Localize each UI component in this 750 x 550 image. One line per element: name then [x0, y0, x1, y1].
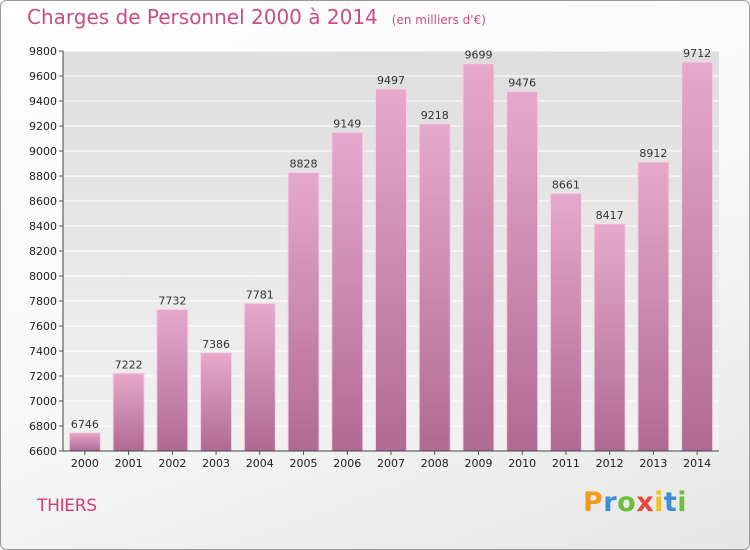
y-tick-label: 6800: [29, 420, 57, 433]
x-tick-label: 2013: [639, 457, 667, 470]
data-label: 8912: [639, 147, 667, 160]
y-tick-label: 9800: [29, 45, 57, 58]
bar: [287, 172, 320, 452]
data-label: 9497: [377, 74, 405, 87]
y-tick-label: 8800: [29, 170, 57, 183]
brand-logo: Proxiti: [583, 487, 687, 518]
bar: [112, 372, 145, 452]
chart-subtitle: (en milliers d'€): [391, 13, 486, 27]
y-tick-label: 9200: [29, 120, 57, 133]
data-label: 8661: [552, 178, 580, 191]
bar: [593, 223, 626, 452]
logo-letter: i: [677, 487, 688, 518]
data-label: 8828: [290, 158, 318, 171]
data-label: 8417: [596, 209, 624, 222]
data-label: 9712: [683, 47, 711, 60]
data-label: 6746: [71, 418, 99, 431]
chart-title-text: Charges de Personnel 2000 à 2014: [27, 5, 378, 29]
x-tick-label: 2011: [552, 457, 580, 470]
bar: [681, 61, 714, 452]
logo-letter: o: [617, 487, 637, 518]
x-tick-label: 2009: [464, 457, 492, 470]
bar: [331, 131, 364, 452]
x-tick-label: 2004: [246, 457, 274, 470]
y-tick-label: 6600: [29, 445, 57, 458]
y-tick-label: 7400: [29, 345, 57, 358]
data-label: 7386: [202, 338, 230, 351]
y-tick-label: 9400: [29, 95, 57, 108]
data-label: 9699: [464, 49, 492, 62]
y-tick-label: 8000: [29, 270, 57, 283]
bar: [375, 88, 407, 452]
x-tick-label: 2001: [115, 457, 143, 470]
data-label: 7781: [246, 288, 274, 301]
location-label: THIERS: [37, 496, 97, 516]
logo-letter: i: [654, 487, 664, 518]
x-tick-label: 2005: [290, 457, 318, 470]
bar: [243, 302, 276, 452]
data-label: 9476: [508, 77, 536, 90]
bar: [156, 309, 189, 452]
data-label: 9149: [333, 117, 361, 130]
x-tick-label: 2010: [508, 457, 536, 470]
bar: [418, 123, 451, 452]
data-label: 9218: [421, 109, 449, 122]
x-tick-label: 2002: [158, 457, 186, 470]
logo-letter: x: [636, 487, 655, 518]
bar: [637, 161, 670, 452]
logo-letter: P: [583, 487, 604, 518]
y-tick-label: 7600: [29, 320, 57, 333]
y-tick-label: 7200: [29, 370, 57, 383]
bar: [506, 91, 539, 452]
chart-title: Charges de Personnel 2000 à 2014 (en mill…: [27, 5, 486, 29]
logo-letter: t: [663, 487, 678, 518]
y-tick-label: 7000: [29, 395, 57, 408]
bar: [200, 352, 233, 452]
y-tick-label: 8200: [29, 245, 57, 258]
x-tick-label: 2012: [596, 457, 624, 470]
y-tick-label: 9000: [29, 145, 57, 158]
data-label: 7732: [158, 295, 186, 308]
x-tick-label: 2014: [683, 457, 711, 470]
x-tick-label: 2006: [333, 457, 361, 470]
y-tick-label: 8400: [29, 220, 57, 233]
y-tick-label: 7800: [29, 295, 57, 308]
x-tick-label: 2000: [71, 457, 99, 470]
x-tick-label: 2003: [202, 457, 230, 470]
y-tick-label: 8600: [29, 195, 57, 208]
bar: [68, 432, 101, 452]
y-tick-label: 9600: [29, 70, 57, 83]
x-tick-label: 2008: [421, 457, 449, 470]
data-label: 7222: [115, 358, 143, 371]
logo-letter: r: [603, 487, 618, 518]
bar: [549, 192, 582, 452]
bar: [462, 63, 495, 452]
x-tick-label: 2007: [377, 457, 405, 470]
